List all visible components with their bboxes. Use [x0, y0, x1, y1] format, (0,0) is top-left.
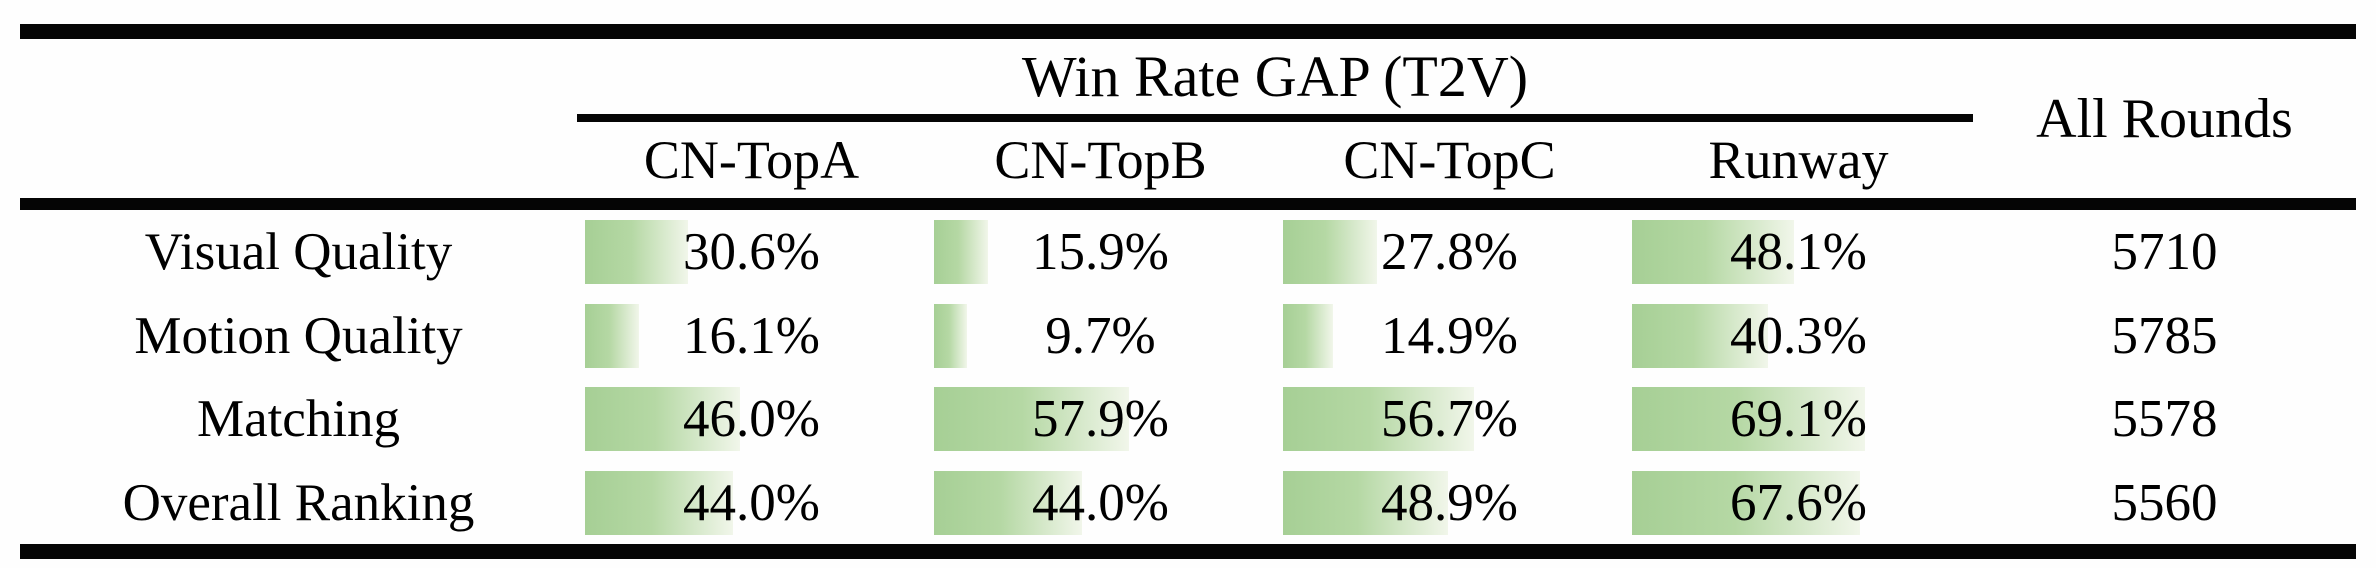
row-label: Motion Quality: [134, 306, 463, 365]
data-bar: [1283, 471, 1448, 535]
value-cell: 48.9%: [1275, 461, 1624, 545]
value-cell: 46.0%: [577, 377, 926, 461]
cell-value: 44.0%: [683, 473, 820, 532]
value-cell: 9.7%: [926, 294, 1275, 378]
value-cell: 40.3%: [1624, 294, 1973, 378]
cell-value: 48.9%: [1381, 473, 1518, 532]
value-cell: 16.1%: [577, 294, 926, 378]
cell-value: 67.6%: [1730, 473, 1867, 532]
all-rounds-value: 5785: [2111, 306, 2218, 365]
all-rounds-header: All Rounds: [2036, 87, 2293, 150]
cell-value: 15.9%: [1032, 222, 1169, 281]
data-bar: [934, 220, 988, 284]
value-cell: 67.6%: [1624, 461, 1973, 545]
value-cell: 56.7%: [1275, 377, 1624, 461]
all-rounds-value: 5560: [2111, 473, 2218, 532]
data-bar: [934, 471, 1083, 535]
table-top-rule: [20, 24, 2356, 39]
cell-value: 69.1%: [1730, 389, 1867, 448]
cell-value: 57.9%: [1032, 389, 1169, 448]
row-label: Matching: [196, 389, 401, 448]
value-cell: 15.9%: [926, 210, 1275, 294]
value-cell: 27.8%: [1275, 210, 1624, 294]
column-header-runway: Runway: [1708, 130, 1889, 190]
cell-value: 27.8%: [1381, 222, 1518, 281]
value-cell: 14.9%: [1275, 294, 1624, 378]
data-bar: [1632, 471, 1860, 535]
cell-value: 56.7%: [1381, 389, 1518, 448]
table-row-matching: Matching 46.0% 57.9% 56.7% 69.1% 5578: [0, 377, 2376, 461]
cell-value: 40.3%: [1730, 306, 1867, 365]
table-bottom-rule: [20, 544, 2356, 559]
cell-value: 48.1%: [1730, 222, 1867, 281]
data-bar: [1283, 387, 1475, 451]
data-bar: [1632, 387, 1865, 451]
data-bar: [585, 471, 734, 535]
all-rounds-value: 5578: [2111, 389, 2218, 448]
table-row-overall-ranking: Overall Ranking 44.0% 44.0% 48.9% 67.6% …: [0, 461, 2376, 545]
header-body-rule: [20, 198, 2356, 210]
value-cell: 44.0%: [926, 461, 1275, 545]
value-cell: 30.6%: [577, 210, 926, 294]
cell-value: 44.0%: [1032, 473, 1169, 532]
data-bar: [585, 387, 741, 451]
row-label: Visual Quality: [144, 222, 453, 281]
column-header-cn-topb: CN-TopB: [994, 130, 1207, 190]
data-bar: [585, 220, 689, 284]
value-cell: 44.0%: [577, 461, 926, 545]
column-group-header: Win Rate GAP (T2V): [1021, 44, 1529, 109]
value-cell: 69.1%: [1624, 377, 1973, 461]
data-bar: [934, 387, 1130, 451]
cell-value: 14.9%: [1381, 306, 1518, 365]
cell-value: 16.1%: [683, 306, 820, 365]
table-row-visual-quality: Visual Quality 30.6% 15.9% 27.8% 48.1% 5…: [0, 210, 2376, 294]
data-bar: [934, 304, 967, 368]
value-cell: 48.1%: [1624, 210, 1973, 294]
cell-value: 46.0%: [683, 389, 820, 448]
data-bar: [1632, 304, 1768, 368]
column-header-cn-topc: CN-TopC: [1343, 130, 1556, 190]
data-bar: [585, 304, 640, 368]
column-header-cn-topa: CN-TopA: [643, 130, 860, 190]
row-label: Overall Ranking: [122, 473, 475, 532]
data-bar: [1632, 220, 1795, 284]
cell-value: 9.7%: [1045, 306, 1156, 365]
all-rounds-value: 5710: [2111, 222, 2218, 281]
data-bar: [1283, 304, 1334, 368]
table-row-motion-quality: Motion Quality 16.1% 9.7% 14.9% 40.3% 57…: [0, 294, 2376, 378]
value-cell: 57.9%: [926, 377, 1275, 461]
group-header-rule: [577, 114, 1973, 122]
cell-value: 30.6%: [683, 222, 820, 281]
data-bar: [1283, 220, 1377, 284]
